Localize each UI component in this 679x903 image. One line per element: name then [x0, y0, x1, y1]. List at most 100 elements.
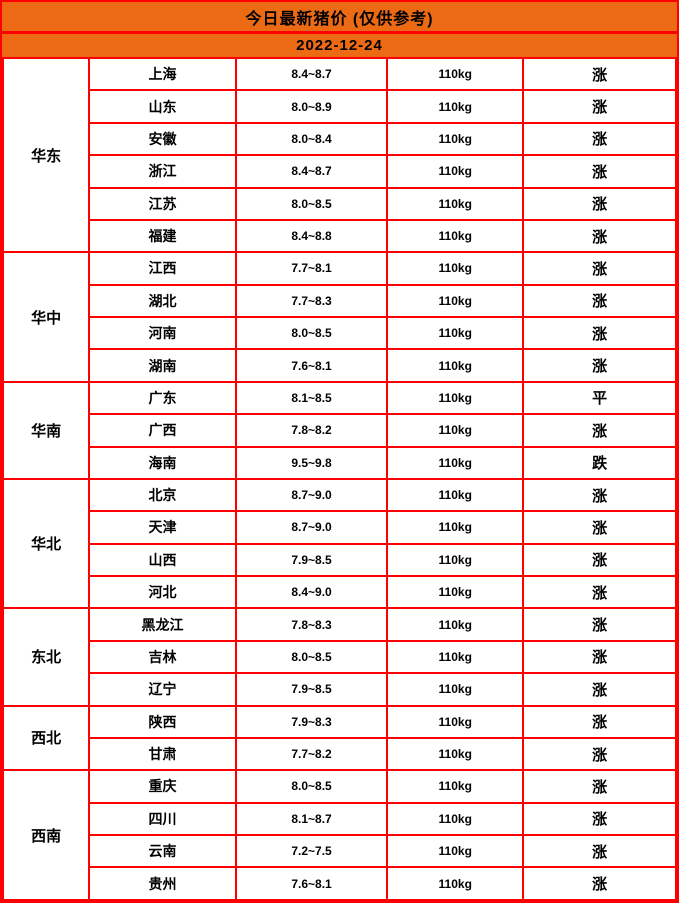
table-row: 山西 7.9~8.5 110kg 涨 [3, 542, 677, 578]
price-cell: 9.5~9.8 [234, 445, 389, 480]
price-cell: 7.9~8.3 [234, 704, 389, 739]
province-cell: 云南 [88, 833, 237, 869]
trend-cell: 涨 [522, 607, 677, 642]
table-row: 天津 8.7~9.0 110kg 涨 [3, 510, 677, 545]
price-cell: 7.9~8.5 [234, 672, 389, 707]
date-label: 2022-12-24 [2, 34, 677, 57]
price-cell: 7.6~8.1 [234, 348, 389, 383]
region-cell: 华中 [1, 251, 91, 383]
province-cell: 浙江 [88, 154, 237, 189]
province-cell: 天津 [88, 510, 237, 545]
province-cell: 上海 [88, 56, 237, 92]
price-cell: 8.4~9.0 [234, 574, 389, 610]
trend-cell: 涨 [522, 251, 677, 286]
province-cell: 贵州 [88, 866, 237, 901]
trend-cell: 涨 [522, 56, 677, 92]
price-cell: 7.7~8.3 [234, 283, 389, 319]
province-cell: 陕西 [88, 704, 237, 739]
province-cell: 黑龙江 [88, 607, 237, 642]
province-cell: 广西 [88, 413, 237, 448]
trend-cell: 涨 [522, 89, 677, 124]
province-cell: 重庆 [88, 769, 237, 804]
weight-cell: 110kg [386, 315, 525, 351]
table-row: 东北 黑龙江 7.8~8.3 110kg 涨 [1, 607, 677, 707]
price-cell: 8.0~8.5 [234, 315, 389, 351]
trend-cell: 涨 [522, 574, 677, 610]
trend-cell: 涨 [522, 413, 677, 448]
weight-cell: 110kg [386, 56, 525, 92]
table-row: 西北 陕西 7.9~8.3 110kg 涨 [1, 704, 677, 772]
price-table-body: 华东 上海 8.4~8.7 110kg 涨山东 8.0~8.9 110kg 涨安徽 8.0~8.… [1, 56, 677, 901]
price-cell: 8.0~8.4 [234, 121, 389, 157]
province-cell: 福建 [88, 218, 237, 254]
weight-cell: 110kg [386, 348, 525, 383]
table-row: 吉林 8.0~8.5 110kg 涨 [3, 639, 677, 675]
weight-cell: 110kg [386, 510, 525, 545]
table-row: 西南 重庆 8.0~8.5 110kg 涨 [1, 769, 677, 901]
region-cell: 华南 [1, 380, 91, 480]
price-cell: 8.0~8.9 [234, 89, 389, 124]
price-cell: 7.7~8.2 [234, 736, 389, 772]
trend-cell: 涨 [522, 315, 677, 351]
trend-cell: 涨 [522, 769, 677, 804]
page-title: 今日最新猪价 (仅供参考) [2, 2, 677, 34]
weight-cell: 110kg [386, 251, 525, 286]
weight-cell: 110kg [386, 89, 525, 124]
table-row: 四川 8.1~8.7 110kg 涨 [3, 801, 677, 837]
province-cell: 辽宁 [88, 672, 237, 707]
weight-cell: 110kg [386, 186, 525, 221]
trend-cell: 跌 [522, 445, 677, 480]
province-cell: 安徽 [88, 121, 237, 157]
region-cell: 华东 [1, 56, 91, 254]
table-row: 河北 8.4~9.0 110kg 涨 [3, 574, 677, 610]
province-cell: 海南 [88, 445, 237, 480]
trend-cell: 涨 [522, 283, 677, 319]
table-row: 河南 8.0~8.5 110kg 涨 [3, 315, 677, 351]
trend-cell: 涨 [522, 704, 677, 739]
weight-cell: 110kg [386, 218, 525, 254]
trend-cell: 涨 [522, 477, 677, 513]
region-cell: 西北 [1, 704, 91, 772]
price-cell: 7.8~8.3 [234, 607, 389, 642]
table-row: 江苏 8.0~8.5 110kg 涨 [3, 186, 677, 221]
trend-cell: 涨 [522, 121, 677, 157]
table-row: 云南 7.2~7.5 110kg 涨 [3, 833, 677, 869]
table-row: 山东 8.0~8.9 110kg 涨 [3, 89, 677, 124]
price-cell: 8.0~8.5 [234, 186, 389, 221]
table-row: 贵州 7.6~8.1 110kg 涨 [3, 866, 677, 901]
table-row: 华南 广东 8.1~8.5 110kg 平 [1, 380, 677, 480]
price-cell: 8.7~9.0 [234, 510, 389, 545]
trend-cell: 涨 [522, 218, 677, 254]
province-cell: 山东 [88, 89, 237, 124]
weight-cell: 110kg [386, 672, 525, 707]
province-cell: 吉林 [88, 639, 237, 675]
region-cell: 西南 [1, 769, 91, 901]
table-row: 华北 北京 8.7~9.0 110kg 涨 [1, 477, 677, 610]
weight-cell: 110kg [386, 866, 525, 901]
price-cell: 8.0~8.5 [234, 639, 389, 675]
trend-cell: 涨 [522, 801, 677, 837]
weight-cell: 110kg [386, 639, 525, 675]
weight-cell: 110kg [386, 154, 525, 189]
weight-cell: 110kg [386, 380, 525, 416]
province-cell: 河北 [88, 574, 237, 610]
price-cell: 7.8~8.2 [234, 413, 389, 448]
price-cell: 7.7~8.1 [234, 251, 389, 286]
province-cell: 广东 [88, 380, 237, 416]
weight-cell: 110kg [386, 283, 525, 319]
trend-cell: 涨 [522, 510, 677, 545]
weight-cell: 110kg [386, 413, 525, 448]
region-cell: 华北 [1, 477, 91, 610]
trend-cell: 平 [522, 380, 677, 416]
table-row: 浙江 8.4~8.7 110kg 涨 [3, 154, 677, 189]
price-cell: 7.2~7.5 [234, 833, 389, 869]
province-cell: 北京 [88, 477, 237, 513]
weight-cell: 110kg [386, 769, 525, 804]
weight-cell: 110kg [386, 121, 525, 157]
weight-cell: 110kg [386, 704, 525, 739]
weight-cell: 110kg [386, 477, 525, 513]
table-row: 海南 9.5~9.8 110kg 跌 [3, 445, 677, 480]
trend-cell: 涨 [522, 639, 677, 675]
price-cell: 8.7~9.0 [234, 477, 389, 513]
